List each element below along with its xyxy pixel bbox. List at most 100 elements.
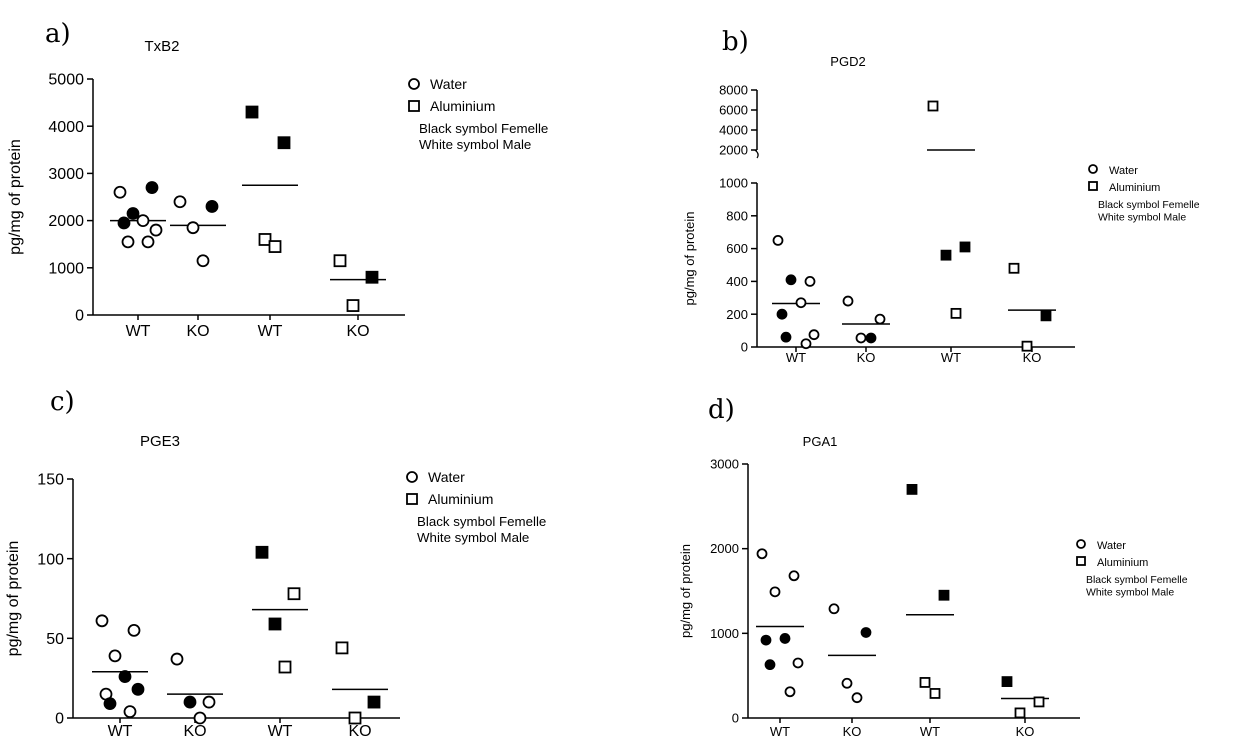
data-point-square <box>919 677 931 688</box>
data-point-square <box>1001 676 1013 687</box>
x-tick-label: KO <box>348 723 371 736</box>
y-tick-label: 5000 <box>48 72 84 89</box>
data-point-circle <box>95 614 109 628</box>
y-tick-label: 150 <box>37 472 64 489</box>
data-point-circle <box>108 649 122 663</box>
x-tick-label: WT <box>770 724 790 736</box>
panel-txb2: a) TxB2 0 1000 2000 3000 4000 5000 pg/mg of prot… <box>0 0 630 368</box>
chart-title: PGD2 <box>830 54 865 69</box>
data-point-square <box>365 270 379 284</box>
panel-pgd2: b) PGD2 0 200 400 600 800 1000 2000 4000 6000 8000 p… <box>630 0 1260 368</box>
chart-pgd2: b) PGD2 0 200 400 600 800 1000 2000 4000 6000 8000 p… <box>682 27 1200 365</box>
y-tick-label-upper: 6000 <box>719 103 748 118</box>
y-tick-label: 400 <box>726 274 748 289</box>
x-tick-label: KO <box>857 350 876 365</box>
y-tick-label: 3000 <box>48 166 84 183</box>
y-tick-label: 1000 <box>719 176 748 191</box>
data-point-circle <box>772 234 784 246</box>
data-point-circle <box>785 274 797 286</box>
data-point-square <box>245 105 259 119</box>
legend-label: Water <box>430 76 467 92</box>
y-tick-label: 4000 <box>48 119 84 136</box>
chart-title: PGA1 <box>803 434 838 449</box>
data-point-circle <box>141 235 155 249</box>
data-point-circle <box>103 697 117 711</box>
x-tick-label: WT <box>786 350 806 365</box>
data-point-circle <box>779 633 791 644</box>
y-tick-label-upper: 2000 <box>719 143 748 158</box>
x-tick-label: KO <box>1016 724 1035 736</box>
data-point-circle <box>202 695 216 709</box>
data-point-square <box>1033 696 1045 708</box>
data-point-circle <box>764 659 776 671</box>
data-point-square <box>287 587 301 601</box>
y-axis-label: pg/mg of protein <box>678 544 693 638</box>
panel-pge3: c) PGE3 0 50 100 150 pg/mg of protein WT KO WT KO W… <box>0 368 630 736</box>
panel-label: b) <box>722 27 749 57</box>
legend-note: White symbol Male <box>417 530 529 545</box>
data-point-circle <box>196 254 210 268</box>
x-tick-label: WT <box>258 323 283 340</box>
chart-pge3: c) PGE3 0 50 100 150 pg/mg of protein WT KO WT KO W… <box>5 387 546 736</box>
data-point-circle <box>183 695 197 709</box>
legend-label: Water <box>428 469 465 485</box>
chart-pga1: d) PGA1 0 1000 2000 3000 pg/mg of protein WT KO W… <box>678 395 1188 736</box>
data-point-circle <box>127 623 141 637</box>
data-point-circle <box>126 207 140 220</box>
data-point-square <box>277 136 291 150</box>
x-tick-label: KO <box>1023 350 1042 365</box>
y-tick-label: 0 <box>741 340 748 355</box>
x-tick-label: WT <box>268 723 293 736</box>
legend-label: Aluminium <box>428 491 493 507</box>
data-point-circle <box>842 295 854 307</box>
data-point-square <box>950 307 962 319</box>
legend-square-icon <box>1076 556 1086 566</box>
y-axis-label: pg/mg of protein <box>7 139 24 255</box>
legend-note: Black symbol Femelle <box>1086 575 1188 586</box>
data-point-square <box>268 617 282 631</box>
data-point-circle <box>860 627 872 638</box>
data-point-circle <box>756 548 768 560</box>
data-point-circle <box>784 686 796 698</box>
panel-label: a) <box>45 19 71 49</box>
data-point-square <box>1008 262 1020 274</box>
legend-label: Water <box>1109 165 1138 177</box>
y-tick-label: 2000 <box>48 213 84 230</box>
x-tick-label: WT <box>941 350 961 365</box>
y-tick-label-upper: 8000 <box>719 83 748 98</box>
data-point-circle <box>117 216 131 230</box>
data-point-square <box>927 100 939 112</box>
chart-title: TxB2 <box>144 38 179 55</box>
data-point-circle <box>186 221 200 235</box>
data-point-square <box>959 241 971 253</box>
data-point-circle <box>788 570 800 582</box>
legend-label: Aluminium <box>1097 557 1148 569</box>
y-tick-label: 200 <box>726 307 748 322</box>
data-point-circle <box>136 214 150 228</box>
data-point-circle <box>205 200 219 213</box>
y-tick-label: 800 <box>726 208 748 223</box>
data-point-circle <box>113 185 127 199</box>
legend-circle-icon <box>406 471 418 483</box>
legend-square-icon <box>1088 181 1098 191</box>
data-point-circle <box>874 313 886 325</box>
y-tick-label: 2000 <box>710 541 739 556</box>
y-tick-label: 1000 <box>48 260 84 277</box>
legend-square-icon <box>408 100 420 112</box>
y-axis-label: pg/mg of protein <box>682 212 697 306</box>
legend-circle-icon <box>1088 164 1098 174</box>
x-tick-label: KO <box>346 323 369 340</box>
data-point-circle <box>776 308 788 320</box>
data-point-circle <box>760 634 772 646</box>
legend-note: White symbol Male <box>1098 213 1186 224</box>
x-tick-label: WT <box>108 723 133 736</box>
data-point-square <box>1014 707 1026 719</box>
data-point-circle <box>808 329 820 341</box>
data-point-square <box>929 688 941 699</box>
legend-label: Aluminium <box>1109 182 1160 194</box>
data-point-square <box>906 484 918 495</box>
data-point-circle <box>170 652 184 666</box>
data-point-square <box>335 641 349 655</box>
data-point-circle <box>131 682 145 696</box>
legend-square-icon <box>406 493 418 505</box>
